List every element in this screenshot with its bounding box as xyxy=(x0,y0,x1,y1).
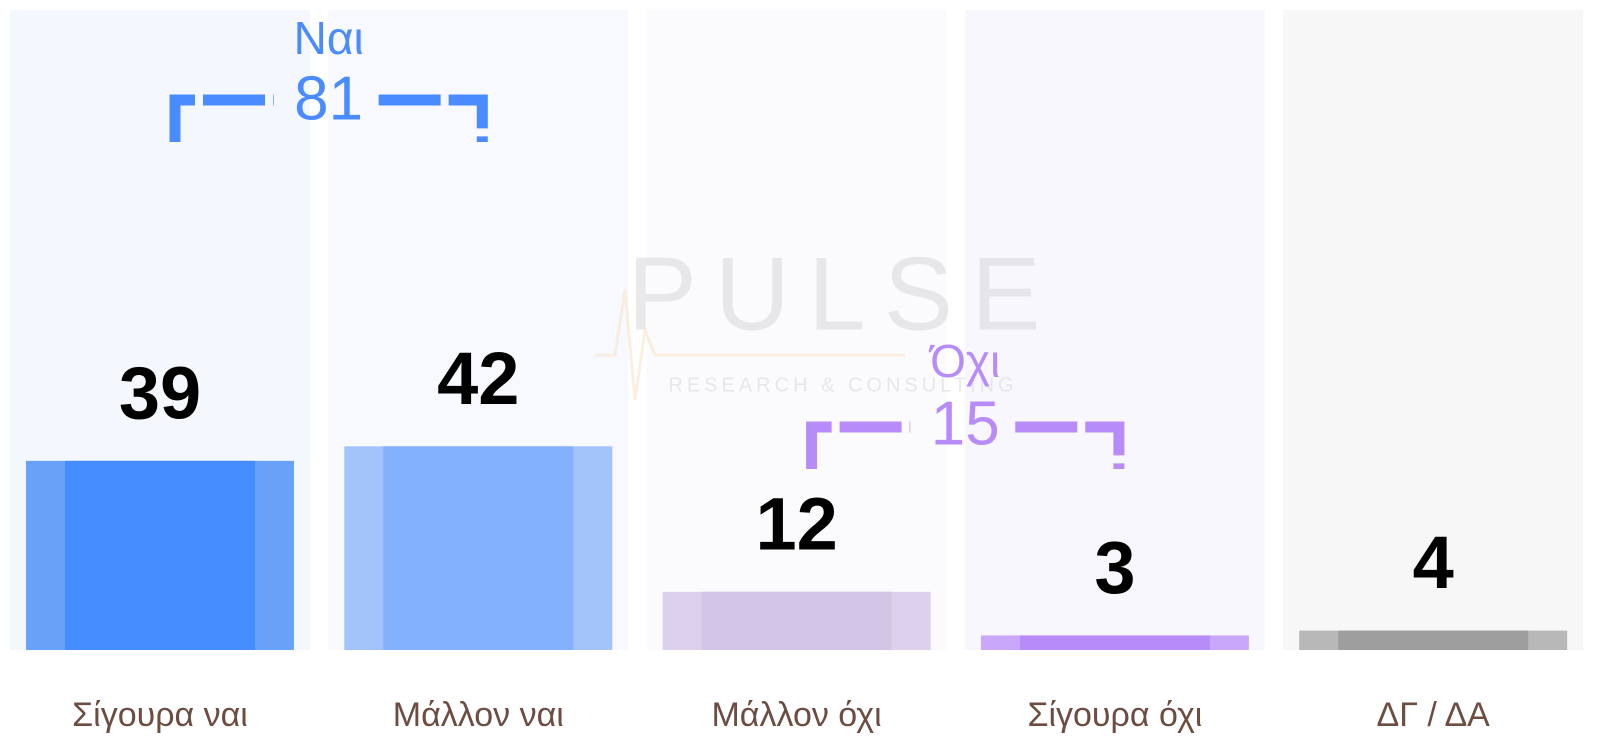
bar-core xyxy=(383,446,574,650)
x-tick-label: Μάλλον ναι xyxy=(393,696,564,734)
group-bracket xyxy=(806,421,1125,469)
bar-core xyxy=(701,591,892,650)
watermark-line xyxy=(595,289,905,401)
watermark-title: PULSE xyxy=(627,236,1058,352)
value-label: 12 xyxy=(755,482,837,565)
x-tick-label: ΔΓ / ΔΑ xyxy=(1377,696,1491,734)
value-label: 39 xyxy=(119,351,201,434)
value-label: 3 xyxy=(1094,526,1135,609)
column-background xyxy=(1283,10,1584,650)
column-background xyxy=(964,10,1265,650)
watermark: PULSE RESEARCH & CONSULTING xyxy=(595,236,1058,401)
bar-core xyxy=(1338,630,1529,650)
group-value: 15 xyxy=(931,389,1000,458)
bar-core xyxy=(65,460,255,650)
group-label: Ναι xyxy=(294,12,364,64)
bar-core xyxy=(1019,635,1210,650)
group-bracket xyxy=(169,94,488,142)
x-tick-label: Σίγουρα όχι xyxy=(1027,696,1202,734)
value-label: 42 xyxy=(437,337,519,420)
x-tick-label: Σίγουρα ναι xyxy=(72,696,248,734)
group-label: Όχι xyxy=(928,335,1000,387)
watermark-subtitle: RESEARCH & CONSULTING xyxy=(668,374,1017,396)
x-tick-label: Μάλλον όχι xyxy=(711,696,881,734)
value-label: 4 xyxy=(1413,521,1454,604)
group-value: 81 xyxy=(294,64,363,133)
column-background xyxy=(646,10,947,650)
